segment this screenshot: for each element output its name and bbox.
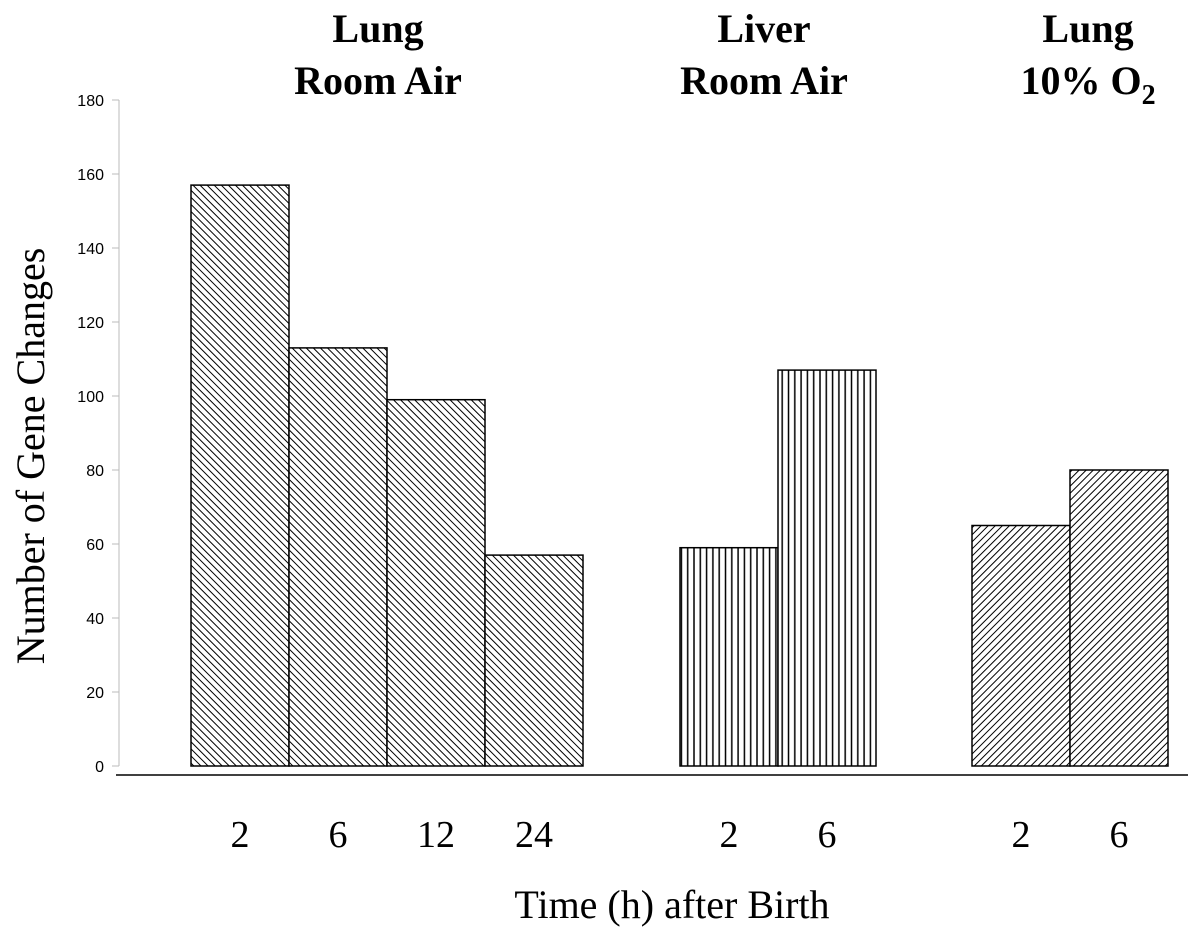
y-tick-label: 20 xyxy=(86,685,104,702)
y-tick-labels: 0 20 40 60 80 100 120 140 160 180 xyxy=(77,93,119,776)
group-title-line1: Lung xyxy=(332,6,423,51)
group-title-line1: Lung xyxy=(1042,6,1133,51)
bar-liver-room-air-6h xyxy=(777,369,877,767)
bar-lung-room-air-24h xyxy=(484,554,584,767)
x-tick-label: 6 xyxy=(818,814,837,856)
bar-lung-room-air-12h xyxy=(386,398,486,767)
y-tick-label: 60 xyxy=(86,537,104,554)
y-tick-label: 180 xyxy=(77,93,104,110)
bar-lung-10-o-2h xyxy=(971,524,1071,767)
x-tick-label: 6 xyxy=(329,814,348,856)
x-tick-label: 12 xyxy=(417,814,455,856)
y-tick-label: 40 xyxy=(86,611,104,628)
group-title-line2: 10% O2 xyxy=(1020,58,1155,111)
bar-liver-room-air-2h xyxy=(679,546,779,767)
group-titles: Lung Room Air Liver Room Air Lung 10% O2 xyxy=(294,6,1155,111)
group-title-line1: Liver xyxy=(717,6,810,51)
group-title-line2: Room Air xyxy=(680,58,848,103)
y-tick-label: 160 xyxy=(77,167,104,184)
y-tick-label: 100 xyxy=(77,389,104,406)
category-labels: 2 6 12 24 2 6 2 6 xyxy=(231,814,1129,856)
group-title-line2: Room Air xyxy=(294,58,462,103)
y-tick-label: 80 xyxy=(86,463,104,480)
x-tick-label: 2 xyxy=(720,814,739,856)
x-axis-title: Time (h) after Birth xyxy=(514,882,829,927)
x-tick-label: 24 xyxy=(515,814,553,856)
bar-lung-room-air-6h xyxy=(288,347,388,767)
x-tick-label: 6 xyxy=(1110,814,1129,856)
group-title-line2-subscript: 2 xyxy=(1142,80,1156,111)
x-tick-label: 2 xyxy=(1012,814,1031,856)
bar-lung-10-o-6h xyxy=(1069,469,1169,767)
group-title-line2-main: 10% O xyxy=(1020,58,1141,103)
y-axis-title: Number of Gene Changes xyxy=(8,248,53,665)
bars xyxy=(190,184,1169,767)
x-tick-label: 2 xyxy=(231,814,250,856)
bar-lung-room-air-2h xyxy=(190,184,290,767)
y-tick-label: 140 xyxy=(77,241,104,258)
y-tick-label: 0 xyxy=(95,759,104,776)
y-tick-label: 120 xyxy=(77,315,104,332)
